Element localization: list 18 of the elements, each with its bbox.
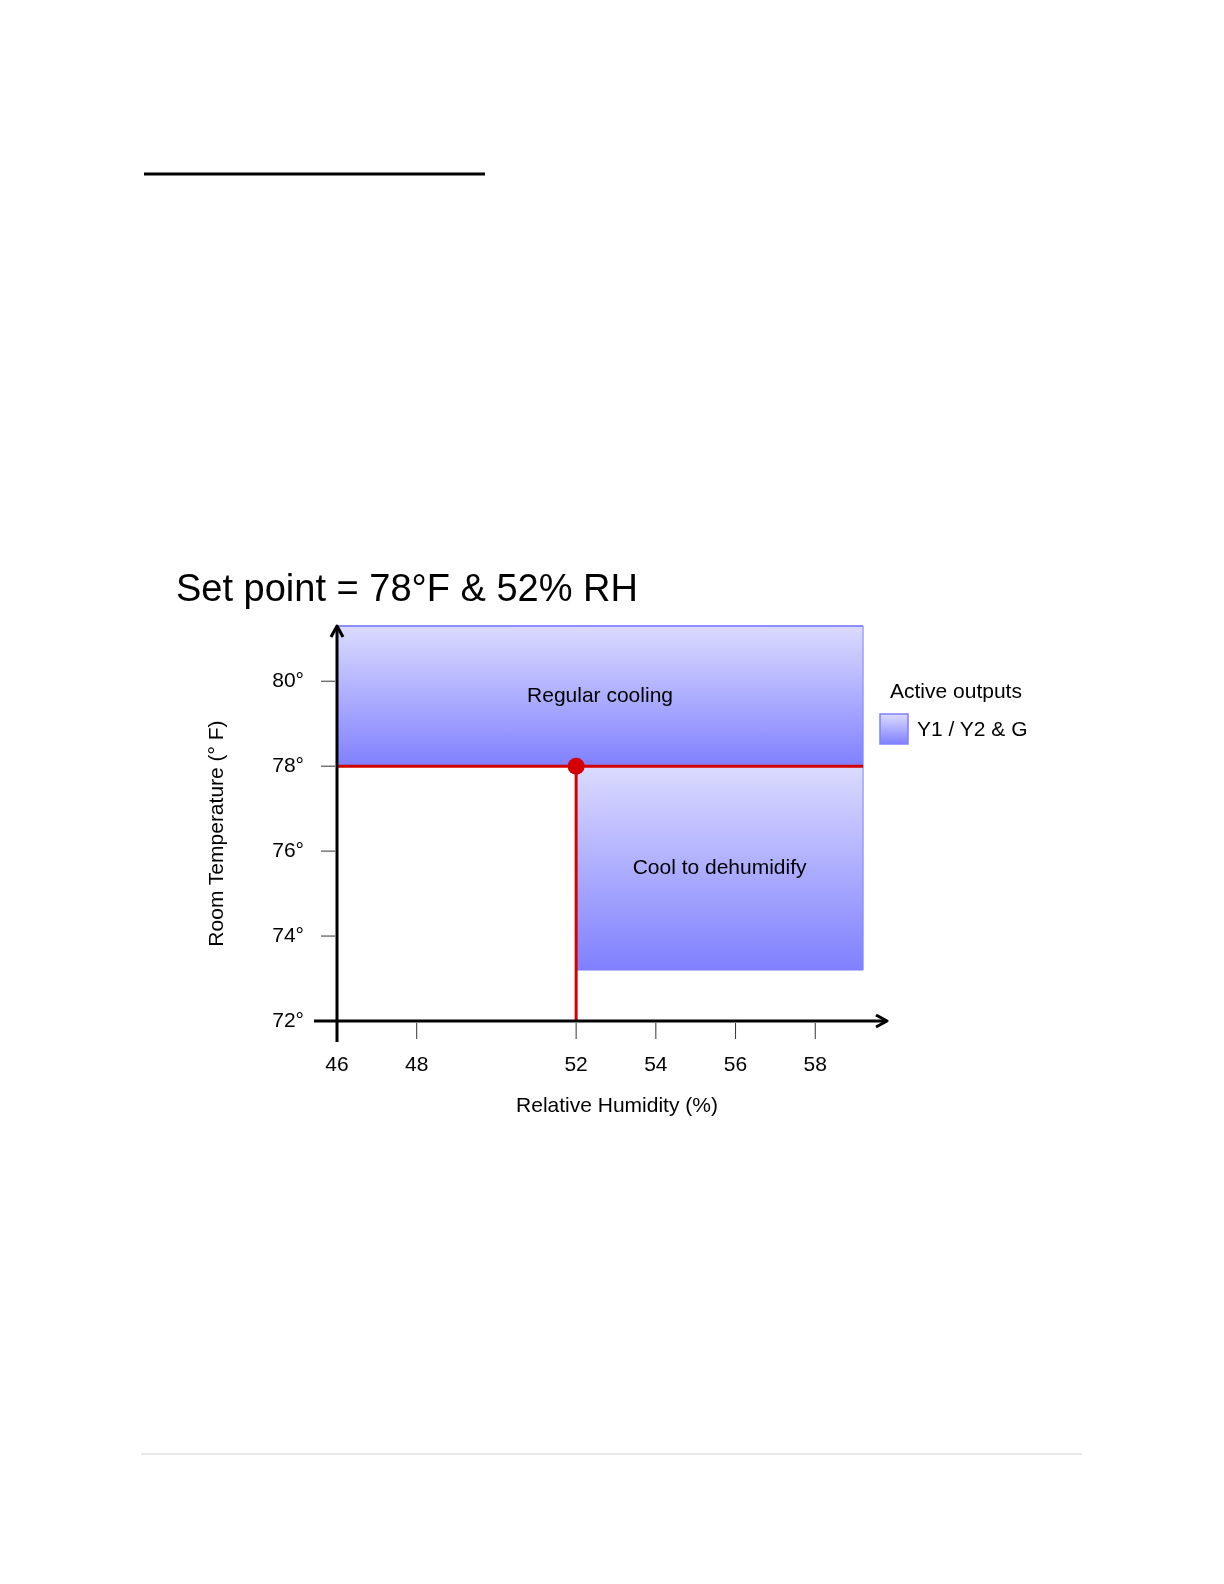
x-tick-label: 52	[564, 1051, 588, 1075]
x-tick-label: 56	[723, 1051, 748, 1075]
legend-label: Y1 / Y2 & G	[917, 716, 1028, 740]
y-tick-label: 74°	[272, 922, 304, 946]
y-axis-title: Room Temperature (° F)	[203, 720, 227, 947]
x-tick-label: 46	[325, 1051, 349, 1075]
y-tick-label: 80°	[272, 667, 304, 691]
x-tick-label: 58	[803, 1051, 827, 1075]
y-tick-label: 72°	[272, 1007, 304, 1031]
x-axis-title: Relative Humidity (%)	[516, 1092, 718, 1116]
x-tick-label: 48	[405, 1051, 429, 1075]
y-tick-label: 76°	[272, 837, 304, 861]
chart-title: Set point = 78°F & 52% RH	[176, 567, 638, 609]
x-tick-label: 54	[644, 1051, 668, 1075]
y-tick-label: 78°	[272, 752, 304, 776]
annotation: Cool to dehumidify	[632, 854, 808, 878]
annotation: Regular cooling	[527, 682, 674, 706]
legend-title: Active outputs	[890, 678, 1022, 702]
